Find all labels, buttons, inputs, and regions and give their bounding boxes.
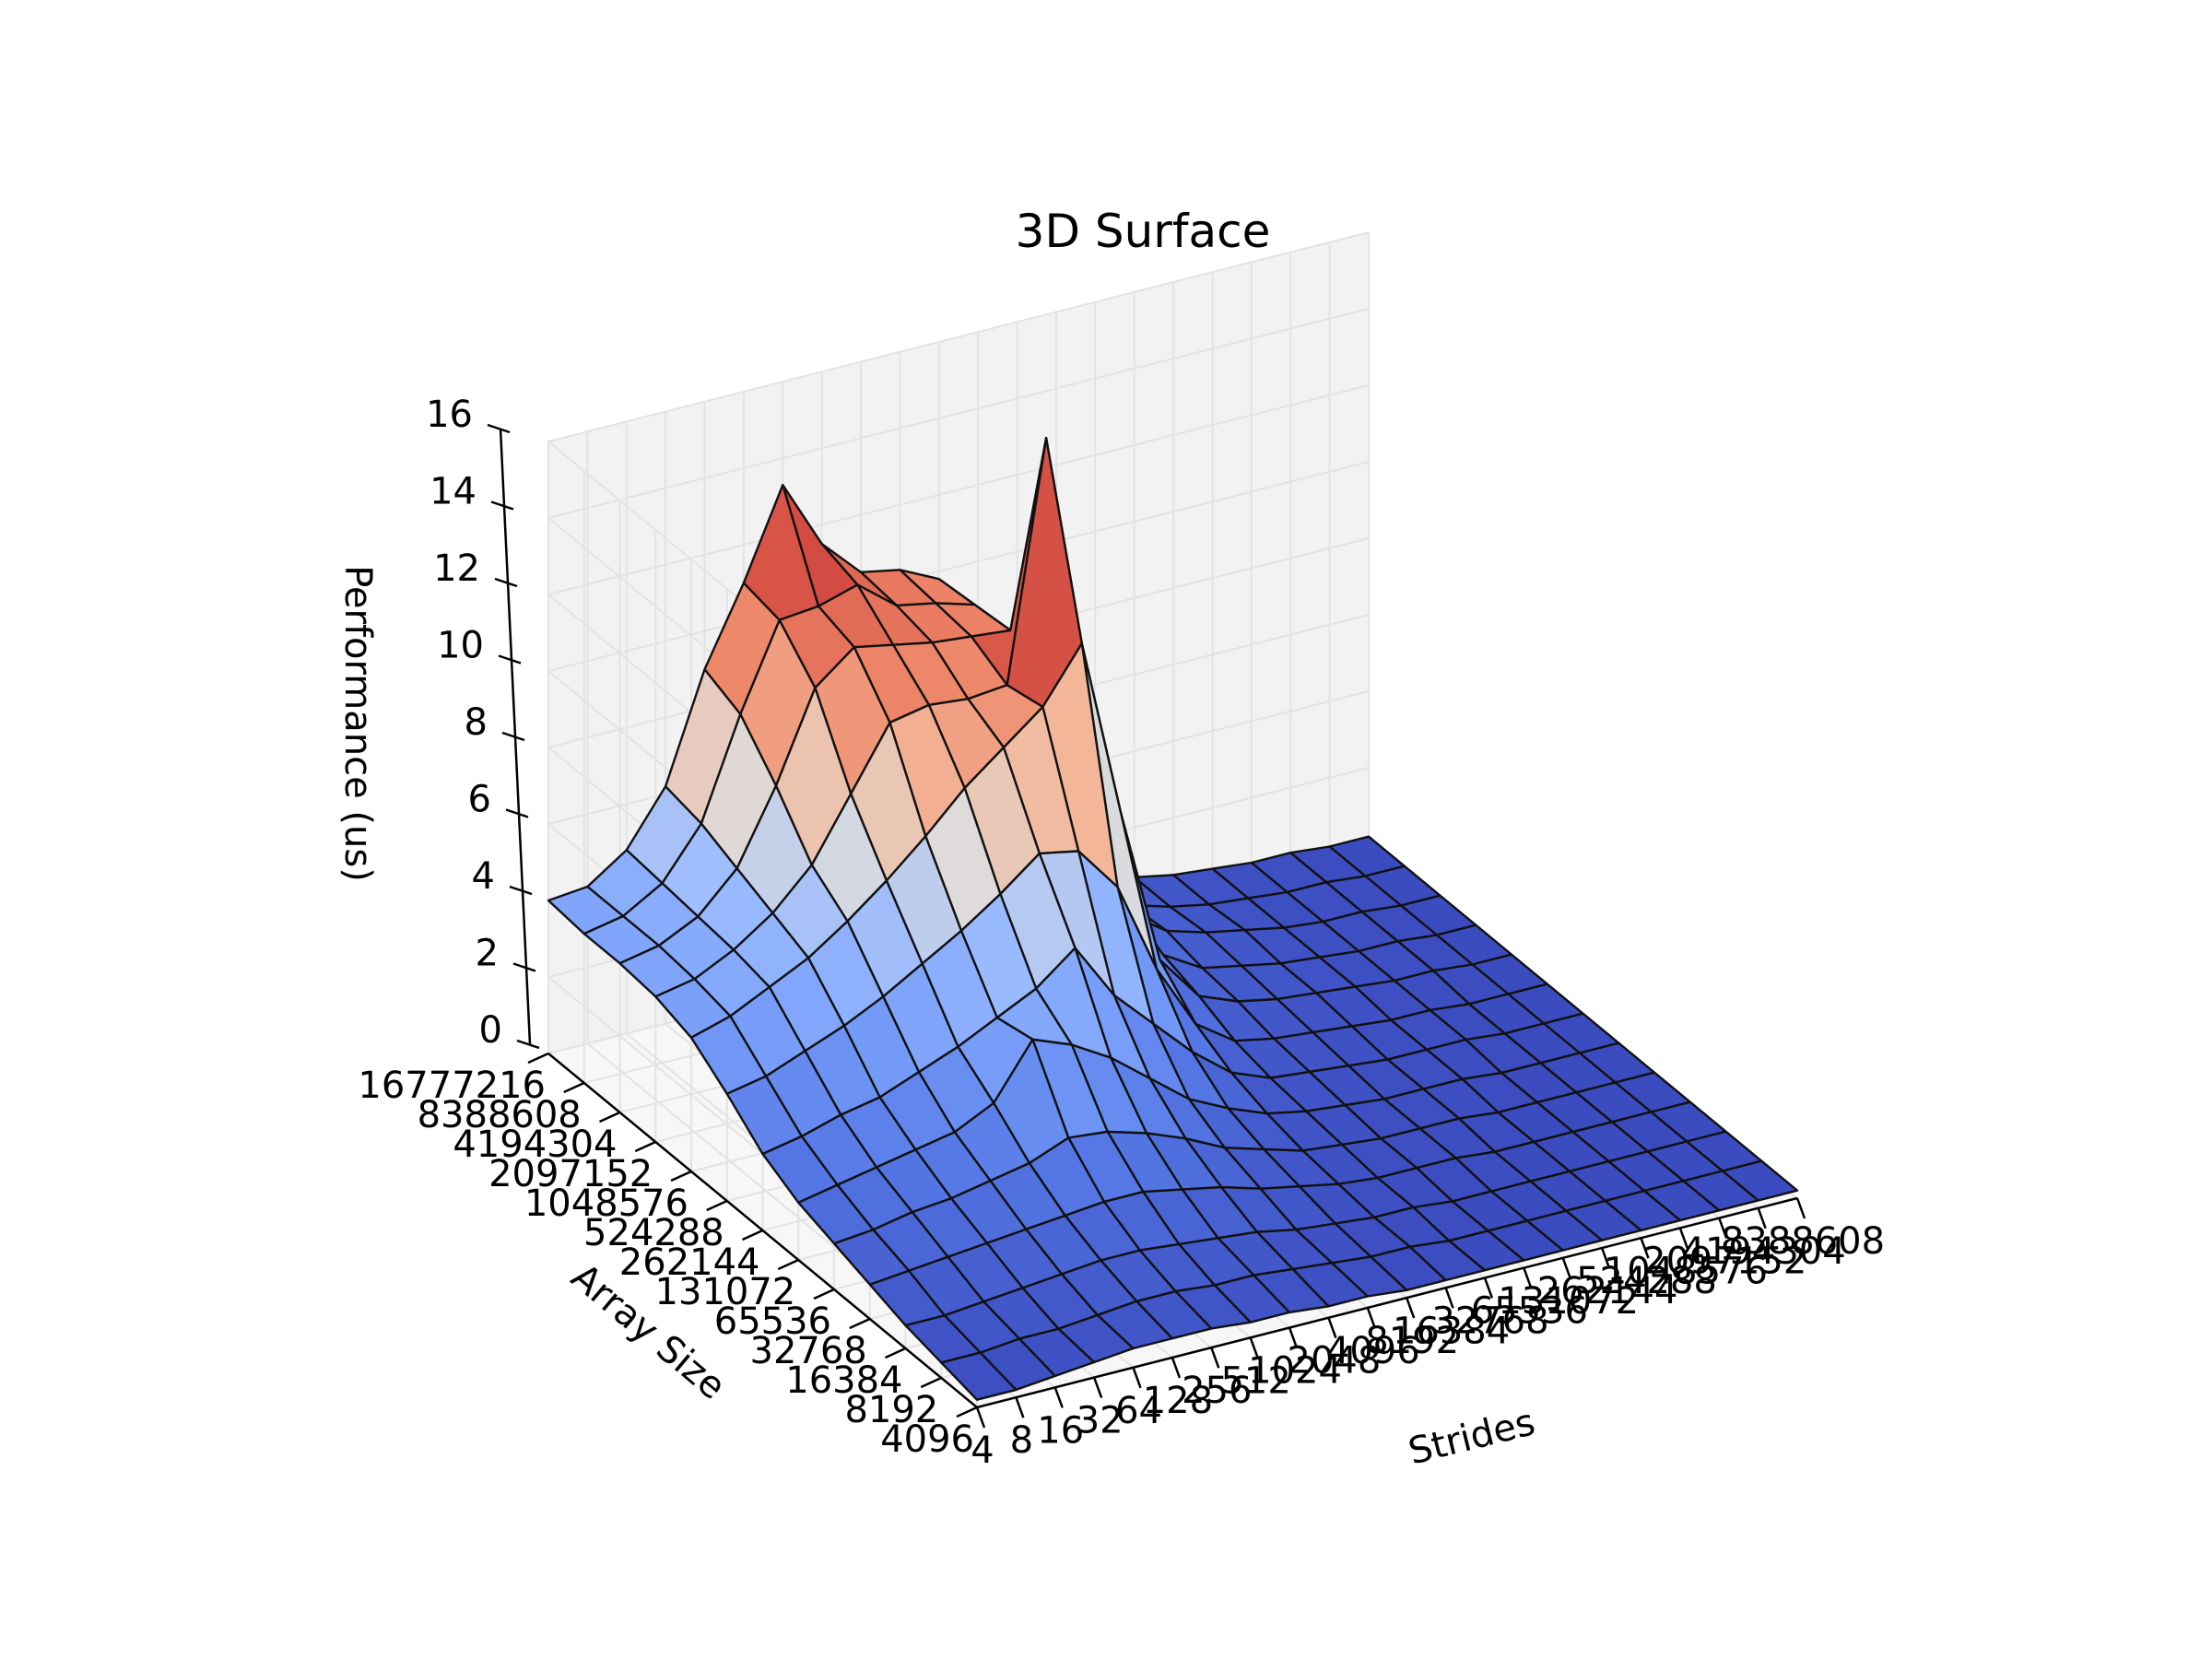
z-tick-label: 16 [426, 394, 473, 436]
z-tick [505, 808, 529, 818]
x-tick [1795, 1197, 1806, 1219]
z-tick [498, 654, 522, 665]
x-tick-label: 4096 [1326, 1330, 1420, 1372]
z-tick-label: 12 [433, 547, 480, 590]
x-tick [1523, 1267, 1533, 1289]
y-tick-label: 8388608 [418, 1094, 582, 1136]
y-tick [741, 1229, 764, 1241]
x-tick-label: 32 [1077, 1400, 1124, 1442]
y-tick-label: 4096 [880, 1418, 974, 1461]
x-tick [1053, 1386, 1064, 1408]
x-tick [1640, 1237, 1650, 1259]
y-tick-label: 32768 [750, 1330, 867, 1372]
y-tick [920, 1376, 942, 1389]
z-tick [512, 962, 536, 972]
z-tick [501, 731, 525, 742]
x-tick-label: 65536 [1471, 1290, 1588, 1333]
x-tick-label: 16 [1037, 1409, 1084, 1452]
y-tick [813, 1288, 835, 1300]
z-tick-label: 0 [479, 1009, 502, 1052]
x-tick-label: 4194304 [1682, 1230, 1846, 1273]
x-tick [1015, 1396, 1025, 1418]
chart-title: 3D Surface [1016, 205, 1271, 258]
z-tick-label: 6 [468, 779, 491, 821]
z-tick [490, 500, 514, 511]
x-tick [1171, 1357, 1182, 1379]
z-tick-label: 4 [472, 855, 495, 898]
x-tick-label: 524288 [1576, 1260, 1717, 1302]
y-tick-label: 524288 [583, 1212, 724, 1254]
z-tick-label: 10 [437, 625, 484, 667]
x-tick [1483, 1277, 1494, 1299]
y-tick [527, 1052, 549, 1065]
x-tick [1678, 1228, 1689, 1249]
z-tick [509, 885, 533, 896]
x-tick [1288, 1327, 1299, 1348]
x-tick [1366, 1307, 1376, 1329]
x-axis-label: Strides [1405, 1401, 1539, 1473]
z-tick [516, 1039, 540, 1050]
x-tick [1757, 1207, 1767, 1230]
z-tick-label: 8 [465, 701, 488, 744]
y-tick [670, 1170, 692, 1182]
z-tick-label: 2 [476, 933, 499, 975]
x-tick-label: 4 [971, 1430, 994, 1472]
z-tick-label: 14 [429, 471, 477, 513]
x-tick [1561, 1257, 1571, 1279]
y-tick [884, 1347, 907, 1359]
y-tick [706, 1199, 728, 1212]
y-tick [777, 1258, 799, 1271]
x-tick [975, 1406, 986, 1429]
surface-plot [547, 437, 1799, 1401]
x-tick [1210, 1347, 1220, 1369]
x-tick-label: 1024 [1248, 1350, 1342, 1393]
y-tick-label: 65536 [714, 1300, 831, 1343]
x-tick-label: 2048 [1288, 1340, 1382, 1382]
x-tick [1718, 1218, 1728, 1240]
y-tick [598, 1111, 621, 1124]
x-tick [1249, 1336, 1259, 1359]
y-tick [849, 1317, 871, 1330]
y-tick [563, 1081, 585, 1094]
z-axis-label: Performance (us) [336, 565, 379, 882]
x-tick [1600, 1247, 1611, 1269]
z-tick [487, 423, 511, 434]
y-tick-label: 2097152 [488, 1153, 653, 1195]
y-tick-label: 8192 [844, 1389, 938, 1431]
x-tick-label: 32768 [1431, 1300, 1548, 1342]
y-tick-label: 16777216 [358, 1065, 546, 1107]
y-tick-label: 1048576 [524, 1182, 688, 1225]
x-tick [1132, 1367, 1142, 1389]
x-tick [1406, 1297, 1416, 1319]
x-tick-label: 8 [1010, 1419, 1033, 1462]
x-tick [1092, 1377, 1103, 1398]
z-tick [494, 577, 518, 588]
y-tick-label: 262144 [619, 1241, 760, 1284]
x-tick-label: 8192 [1365, 1320, 1459, 1362]
x-tick-label: 256 [1182, 1370, 1252, 1412]
x-tick-label: 8388608 [1721, 1220, 1885, 1263]
x-tick-label: 128 [1143, 1380, 1213, 1422]
axis-ticks: 4 8 16326412825651210242048409681921638432… [358, 394, 1885, 1472]
x-tick-label: 2097152 [1642, 1241, 1806, 1283]
x-axis-line [976, 1196, 1798, 1409]
x-tick [1327, 1317, 1337, 1339]
y-tick [634, 1140, 656, 1153]
y-tick-label: 4194304 [453, 1124, 617, 1166]
x-tick-label: 64 [1115, 1390, 1162, 1432]
y-tick [956, 1406, 978, 1418]
x-tick-label: 512 [1220, 1359, 1290, 1402]
x-tick [1444, 1287, 1454, 1309]
y-tick-label: 16384 [785, 1359, 902, 1402]
x-tick-label: 131072 [1498, 1280, 1639, 1323]
x-tick-label: 262144 [1537, 1270, 1678, 1312]
y-tick-label: 131072 [655, 1271, 796, 1313]
surface-patch [940, 1351, 1018, 1401]
x-tick-label: 16384 [1393, 1310, 1510, 1352]
x-tick-label: 1048576 [1604, 1250, 1768, 1292]
